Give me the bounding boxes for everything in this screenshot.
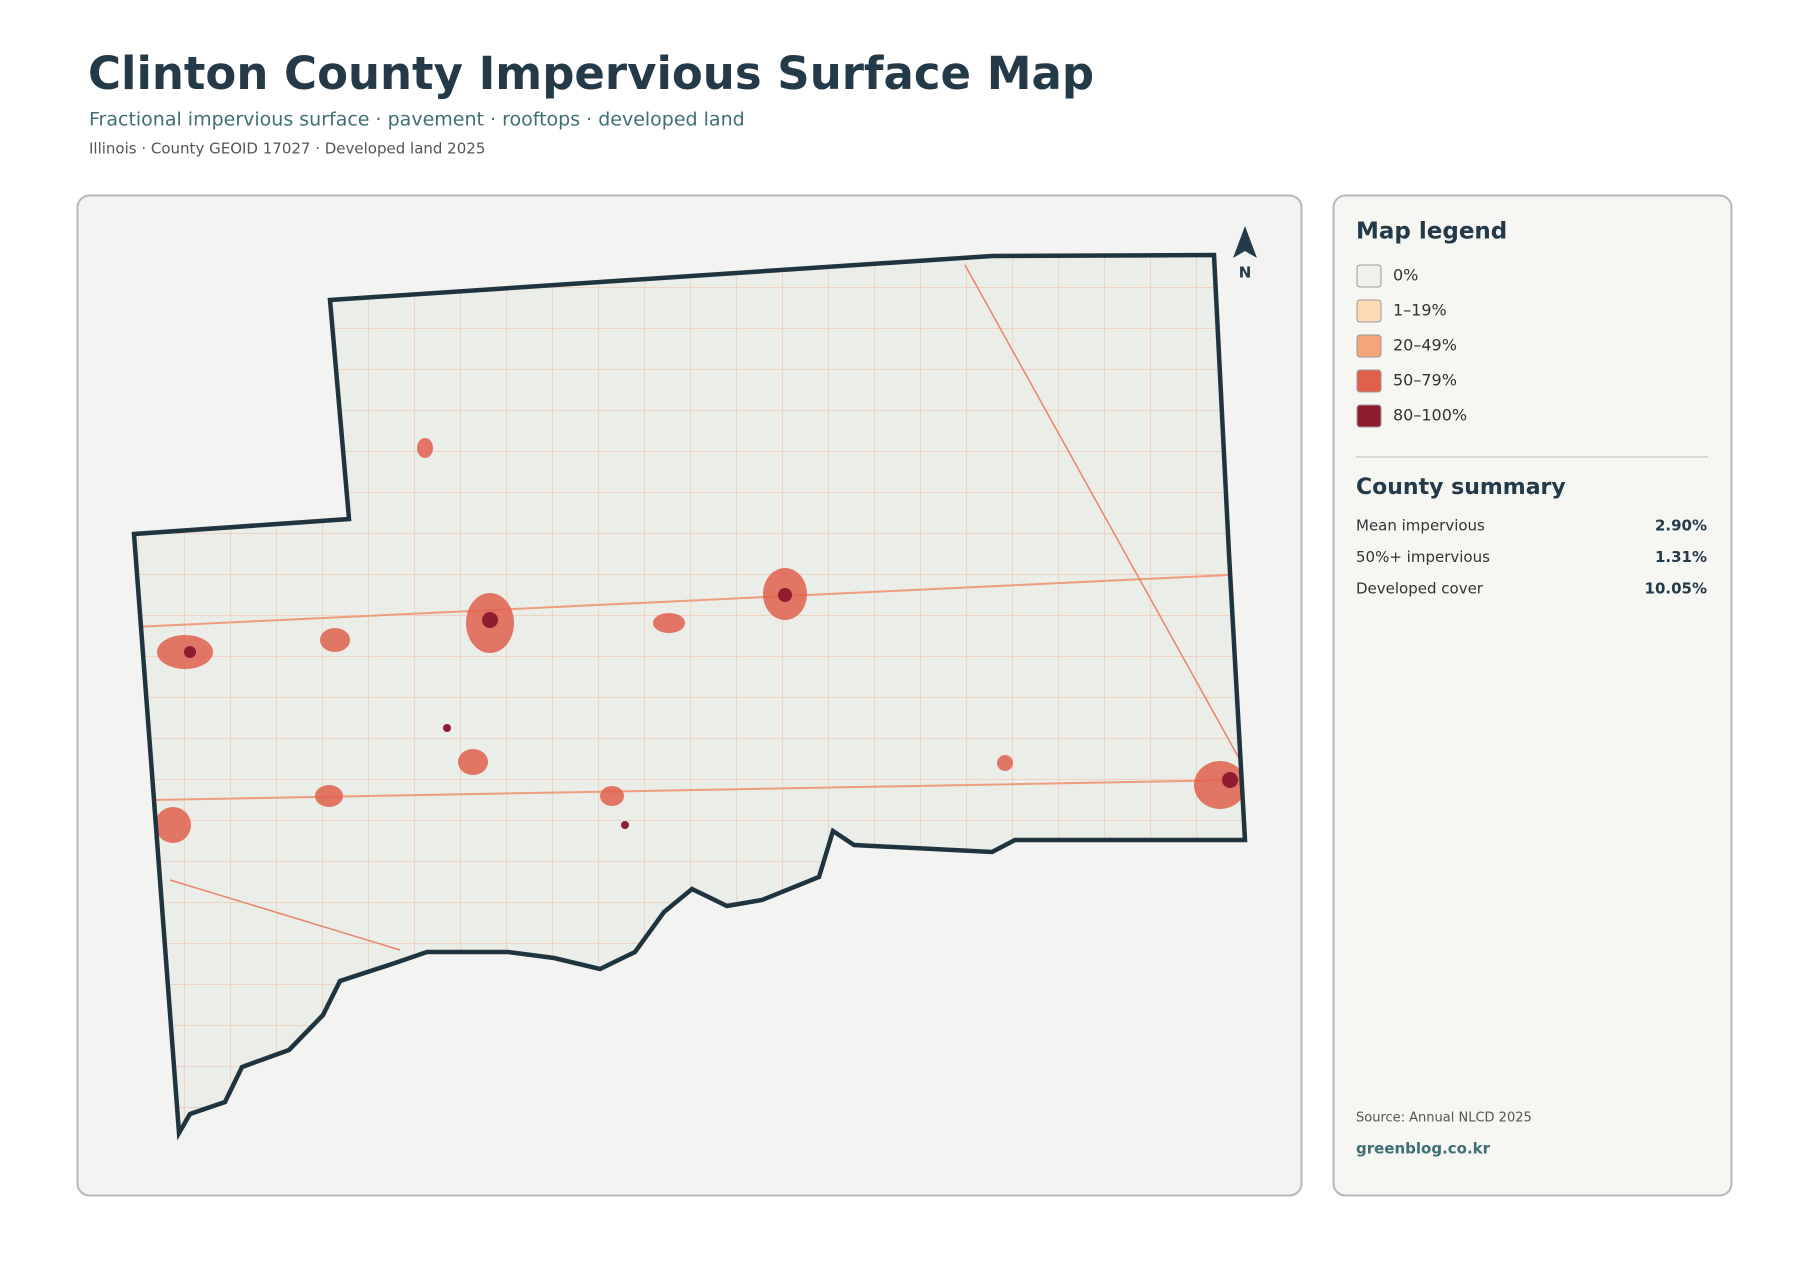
legend-label: 1–19% — [1393, 301, 1447, 320]
legend-panel — [1332, 194, 1733, 1197]
legend-swatch — [1356, 334, 1382, 358]
summary-label: 50%+ impervious — [1356, 548, 1490, 566]
legend-swatch — [1356, 299, 1382, 323]
legend-label: 20–49% — [1393, 336, 1457, 355]
source: Source: Annual NLCD 2025 — [1356, 1111, 1532, 1126]
subtitle: Fractional impervious surface · pavement… — [89, 109, 745, 131]
legend-swatch — [1356, 264, 1382, 288]
legend-items: 0% 1–19% 20–49% 50–79% 80–100% — [1356, 264, 1467, 428]
legend-swatch — [1356, 404, 1382, 428]
summary-label: Mean impervious — [1356, 517, 1485, 535]
legend-label: 0% — [1393, 266, 1418, 285]
summary-title: County summary — [1356, 475, 1566, 500]
north-arrow — [1233, 226, 1257, 258]
summary-value: 2.90% — [1655, 517, 1707, 535]
legend-title: Map legend — [1356, 219, 1507, 245]
site: greenblog.co.kr — [1356, 1140, 1491, 1158]
summary-label: Developed cover — [1356, 580, 1484, 598]
summary-value: 10.05% — [1645, 580, 1707, 598]
legend-label: 80–100% — [1393, 406, 1467, 425]
north-label: N — [1239, 264, 1252, 282]
summary-value: 1.31% — [1655, 548, 1707, 566]
legend-swatch — [1356, 369, 1382, 393]
title: Clinton County Impervious Surface Map — [88, 47, 1094, 100]
legend-label: 50–79% — [1393, 371, 1457, 390]
summary-rows: Mean impervious 2.90% 50%+ impervious 1.31%… — [1356, 517, 1707, 598]
meta: Illinois · County GEOID 17027 · Develope… — [89, 140, 485, 158]
